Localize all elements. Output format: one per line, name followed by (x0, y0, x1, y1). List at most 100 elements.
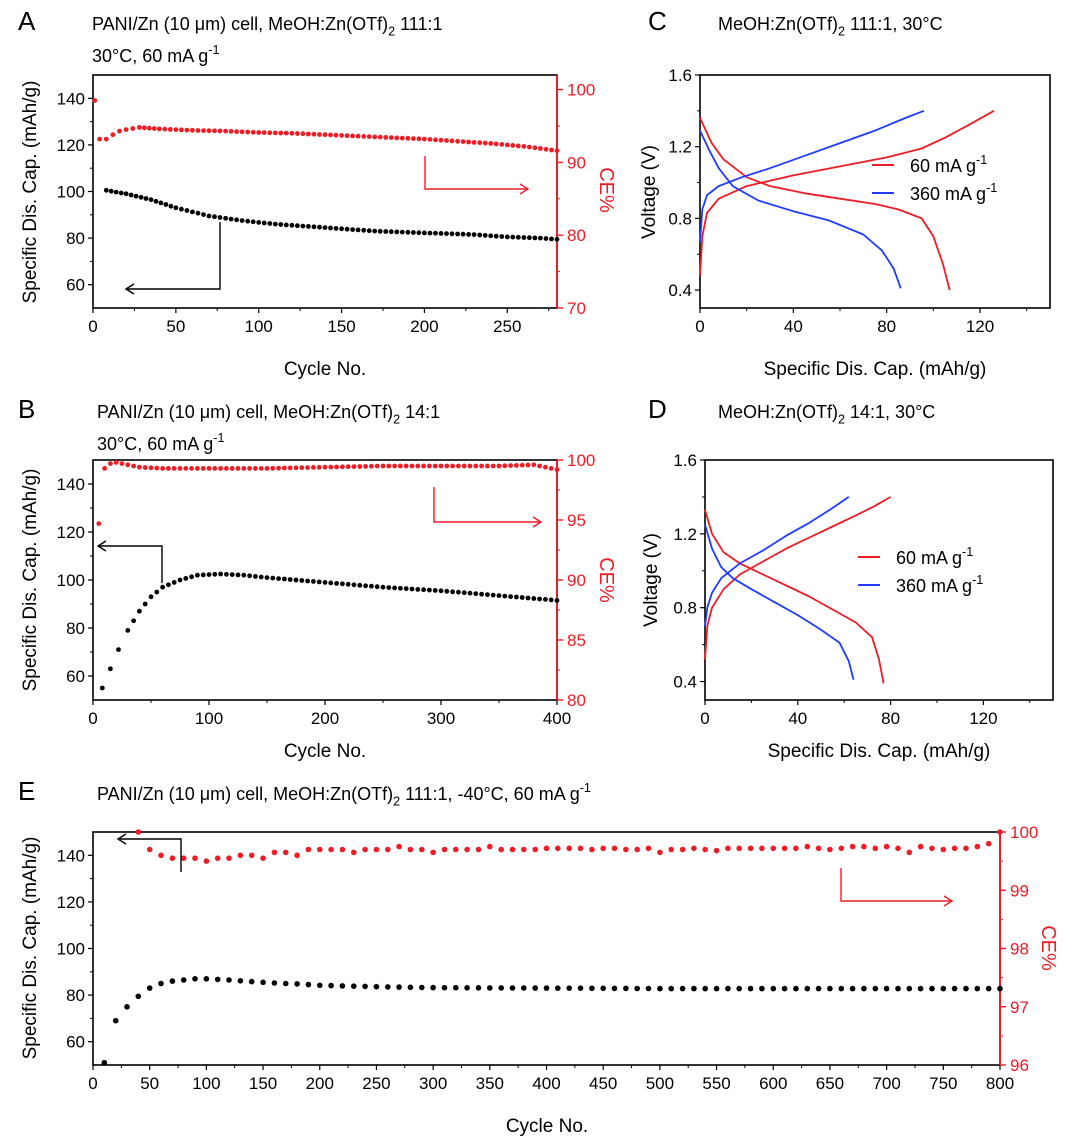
capacity-point (154, 589, 160, 595)
ce-point (427, 463, 432, 469)
arrow-head (116, 833, 127, 845)
y2-tick-label: 97 (1010, 998, 1029, 1017)
capacity-point (473, 591, 479, 597)
capacity-point (317, 224, 322, 230)
y-axis-label: Specific Dis. Cap. (mAh/g) (20, 81, 41, 304)
arrow-head (943, 895, 954, 907)
capacity-point (317, 982, 323, 989)
y-tick-label: 1.2 (668, 138, 692, 157)
capacity-point (532, 235, 538, 241)
y-tick-label: 60 (66, 276, 85, 295)
ce-point (264, 466, 270, 471)
title-subscript: 2 (838, 412, 845, 426)
ce-point (473, 463, 479, 469)
ce-point (110, 132, 116, 138)
ce-point (453, 846, 459, 853)
ce-point (691, 845, 697, 852)
capacity-point (450, 589, 455, 595)
y2-tick-label: 98 (1010, 940, 1029, 959)
capacity-point (770, 985, 777, 992)
capacity-point (548, 597, 554, 603)
title-text: m) cell, MeOH:Zn(OTf) (210, 402, 393, 422)
ce-point (460, 139, 466, 145)
ce-point (180, 855, 187, 861)
capacity-point (374, 584, 380, 590)
title-text: 111:1, -40°C, 60 mA g (400, 784, 580, 804)
title-subscript: 2 (393, 794, 400, 808)
ce-point (373, 846, 380, 853)
chart-title: PANI/Zn (10 μm) cell, MeOH:Zn(OTf)2​ 111… (92, 14, 442, 38)
capacity-point (214, 976, 221, 983)
legend-label: 60 mA g (910, 156, 976, 176)
capacity-point (521, 235, 527, 240)
ce-point (467, 463, 473, 469)
ce-point (258, 466, 264, 471)
capacity-point (388, 229, 394, 235)
capacity-point (212, 571, 218, 577)
title-text: 111:1 (395, 14, 442, 34)
capacity-point (577, 985, 584, 991)
x-tick-label: 300 (427, 709, 455, 728)
title-text: 30°C, 60 mA g (92, 46, 208, 66)
panel-c: C MeOH:Zn(OTf)2​ 111:1, 30°C 0 40 80 120 0.4 0.… (639, 6, 1051, 380)
capacity-point (657, 985, 663, 992)
title-superscript: -1 (213, 431, 224, 445)
y-tick-label: 80 (66, 229, 85, 248)
ce-point (267, 130, 273, 136)
capacity-point (385, 984, 391, 990)
x-tick-label: 100 (195, 709, 223, 728)
chart-title: MeOH:Zn(OTf)2​ 111:1, 30°C (718, 14, 943, 38)
y-axis-label: Specific Dis. Cap. (mAh/g) (20, 469, 41, 692)
ce-point (217, 128, 223, 134)
y2-tick-label: 100 (567, 81, 595, 100)
title-superscript: -1 (208, 43, 219, 57)
ce-point (235, 466, 241, 471)
ce-point (102, 466, 107, 471)
capacity-point (510, 234, 516, 240)
capacity-point (623, 985, 629, 992)
capacity-point (366, 228, 372, 234)
capacity-point (383, 229, 389, 234)
ce-point (339, 846, 346, 853)
ce-point (456, 463, 461, 469)
capacity-point (103, 187, 109, 193)
ce-point (294, 852, 300, 859)
ce-point (374, 463, 380, 469)
ce-point (525, 462, 531, 468)
capacity-point (394, 229, 400, 235)
legend-label: 60 mA g (896, 548, 962, 568)
capacity-point (453, 984, 459, 991)
chart-title: PANI/Zn (10 μm) cell, MeOH:Zn(OTf)2​ 14:… (97, 402, 440, 426)
capacity-point (306, 224, 311, 229)
capacity-point (438, 231, 444, 236)
capacity-point (163, 202, 169, 207)
ce-point (299, 465, 305, 471)
x-tick-label: 0 (695, 317, 704, 336)
ce-point (475, 846, 482, 853)
title-text: PANI/Zn (10 (92, 14, 195, 34)
ce-point (386, 463, 392, 469)
plot-area (699, 109, 995, 291)
capacity-point (444, 588, 450, 594)
chart-subtitle: 30°C, 60 mA g-1​ (97, 431, 224, 454)
capacity-point (99, 685, 105, 691)
ce-point (759, 845, 765, 852)
series-line-2 (704, 524, 855, 680)
ce-point (482, 140, 488, 146)
title-text: PANI/Zn (10 (97, 784, 200, 804)
capacity-point (508, 594, 513, 599)
ce-point (770, 845, 777, 852)
capacity-point (123, 191, 129, 197)
capacity-point (487, 985, 493, 991)
ce-point (543, 845, 550, 852)
ce-point (611, 845, 618, 852)
ce-point (160, 466, 166, 471)
capacity-point (261, 220, 267, 226)
ce-point (339, 133, 344, 138)
ce-point (192, 855, 198, 861)
ce-point (212, 128, 217, 134)
y-tick-label: 140 (57, 89, 85, 108)
ce-point (702, 846, 708, 853)
ce-point (883, 843, 890, 850)
ce-point (521, 846, 527, 853)
